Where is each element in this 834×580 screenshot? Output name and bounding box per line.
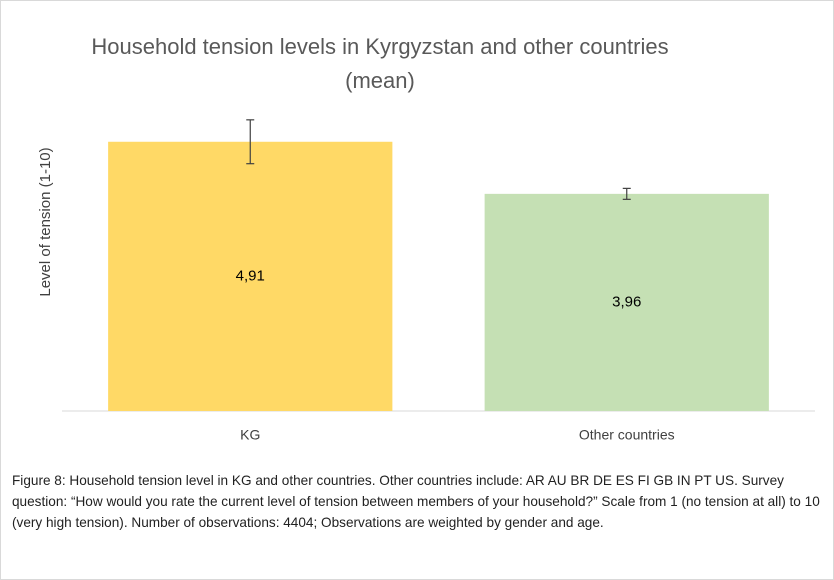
y-axis-label: Level of tension (1-10) <box>37 147 54 296</box>
chart: Level of tension (1-10) KG 4,91 Other coun… <box>37 119 815 443</box>
x-tick-label: KG <box>240 427 260 443</box>
chart-title: Household tension levels in Kyrgyzstan a… <box>91 34 669 93</box>
data-label: 3,96 <box>612 293 641 310</box>
bar <box>108 141 393 412</box>
data-label: 4,91 <box>236 267 265 284</box>
x-tick-label: Other countries <box>579 427 675 443</box>
caption: Figure 8: Household tension level in KG … <box>12 473 820 530</box>
bar <box>484 193 769 411</box>
